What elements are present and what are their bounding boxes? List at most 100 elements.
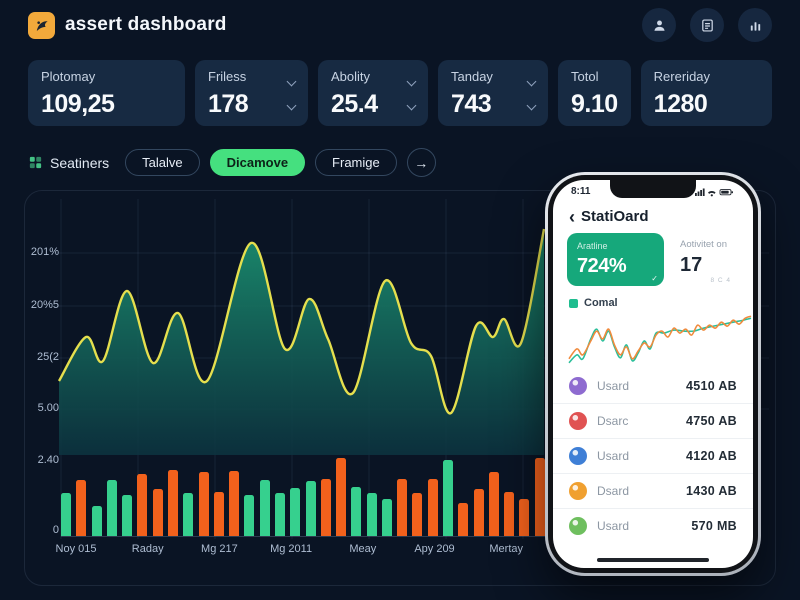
phone-bezel: 8:11 ‹ StatiOard Aratline 724% ✓	[548, 175, 758, 573]
bar	[76, 480, 87, 536]
list-item-value: 4120 AB	[686, 449, 737, 463]
bar	[381, 499, 392, 536]
stat-label: Tanday	[451, 69, 493, 84]
phone-mockup: 8:11 ‹ StatiOard Aratline 724% ✓	[545, 172, 761, 576]
y-axis-tick: 201%	[30, 246, 59, 258]
stat-label: Totol	[571, 69, 599, 84]
stat-dropdown[interactable]	[280, 69, 297, 117]
x-axis-tick: Mg 217	[201, 543, 238, 555]
app-logo-icon	[569, 447, 587, 465]
bar	[336, 458, 347, 536]
bar	[504, 492, 515, 536]
stat-card-abolity: Abolity 25.4	[318, 60, 428, 126]
phone-stat-sub: 8 C 4	[710, 277, 731, 284]
bar	[167, 470, 178, 536]
grid-icon	[29, 156, 42, 169]
chevron-down-icon[interactable]	[286, 76, 297, 86]
bar-chart-icon[interactable]	[738, 8, 772, 42]
tab-framige[interactable]: Framige	[315, 149, 397, 176]
bar	[229, 471, 240, 536]
document-icon[interactable]	[690, 8, 724, 42]
phone-title: StatiOard	[581, 208, 649, 225]
bar	[473, 489, 484, 536]
phone-legend: Comal	[553, 286, 753, 311]
chevron-down-icon[interactable]	[286, 100, 297, 110]
app-logo-icon	[569, 517, 587, 535]
user-icon[interactable]	[642, 8, 676, 42]
bar	[534, 458, 545, 536]
bar	[427, 479, 438, 536]
chevron-down-icon[interactable]	[406, 76, 417, 86]
phone-notch-icon	[610, 180, 696, 198]
green-card-label: Aratline	[577, 241, 608, 251]
green-card-value: 724%	[577, 255, 627, 277]
bar	[366, 493, 377, 536]
bar	[91, 506, 102, 536]
list-item[interactable]: Usard 4120 AB	[553, 438, 753, 473]
legend-swatch-icon	[569, 298, 578, 308]
bar	[152, 489, 163, 536]
bar	[305, 481, 316, 536]
app-logo-icon	[569, 482, 587, 500]
phone-statusbar: 8:11	[553, 180, 753, 197]
stat-value: 9.10	[571, 90, 618, 118]
bar	[137, 474, 148, 536]
page-title: assert dashboard	[65, 14, 227, 35]
app-logo-icon	[28, 11, 55, 39]
chevron-down-icon[interactable]	[526, 76, 537, 86]
back-chevron-icon[interactable]: ‹	[569, 206, 575, 227]
phone-screen: 8:11 ‹ StatiOard Aratline 724% ✓	[553, 180, 753, 568]
list-item-name: Usard	[597, 519, 630, 533]
bar	[213, 492, 224, 536]
phone-stat: Aotivitet on 17 8 C 4	[674, 233, 739, 286]
y-axis-tick: 25(2	[36, 351, 59, 363]
list-item[interactable]: Usard 4510 AB	[553, 369, 753, 403]
filter-row: Seatiners Talalve Dicamove Framige →	[0, 148, 560, 177]
bar	[106, 480, 117, 536]
status-icons	[695, 188, 733, 196]
bar	[198, 472, 209, 536]
stat-label: Friless	[208, 69, 247, 84]
stat-card-tanday: Tanday 743	[438, 60, 548, 126]
bar	[61, 493, 71, 536]
phone-time: 8:11	[571, 186, 591, 197]
y-axis-tick: 5.00	[37, 402, 59, 414]
x-axis-tick: Meay	[349, 543, 377, 555]
list-item-value: 4750 AB	[686, 414, 737, 428]
x-axis-tick: Mertay	[489, 543, 523, 555]
stat-value: 743	[451, 90, 492, 118]
bar	[259, 480, 270, 536]
x-axis-tick: Noy 015	[55, 543, 97, 555]
phone-green-card[interactable]: Aratline 724% ✓	[567, 233, 664, 286]
list-item[interactable]: Dsarc 4750 AB	[553, 403, 753, 438]
list-item[interactable]: Usard 570 MB	[553, 508, 753, 543]
phone-cards: Aratline 724% ✓ Aotivitet on 17 8 C 4	[553, 231, 753, 286]
x-axis-tick: Raday	[131, 543, 164, 555]
phone-stat-label: Aotivitet on	[680, 239, 727, 250]
chevron-down-icon[interactable]	[526, 100, 537, 110]
tab-talalve[interactable]: Talalve	[125, 149, 200, 176]
stat-dropdown[interactable]	[520, 69, 537, 117]
bar	[122, 495, 133, 536]
bar	[290, 488, 301, 536]
app-logo-icon	[569, 377, 587, 395]
home-indicator[interactable]	[597, 558, 709, 562]
tab-dicamove[interactable]: Dicamove	[209, 149, 306, 176]
phone-sparkline	[568, 315, 752, 364]
stat-card-totol: Totol 9.10	[558, 60, 631, 126]
filter-group: Seatiners	[28, 155, 109, 171]
area-chart	[57, 228, 546, 455]
stat-value: 1280	[653, 90, 708, 118]
bar	[244, 495, 255, 536]
y-axis-tick: 20%5	[30, 299, 59, 311]
phone-header: ‹ StatiOard	[553, 197, 753, 231]
app-logo-icon	[569, 412, 587, 430]
stat-dropdown[interactable]	[400, 69, 417, 117]
next-arrow-button[interactable]: →	[406, 148, 436, 177]
bar	[351, 487, 362, 536]
list-item[interactable]: Dsard 1430 AB	[553, 473, 753, 508]
header: assert dashboard	[0, 0, 800, 50]
list-item-value: 570 MB	[691, 519, 737, 533]
chevron-down-icon[interactable]	[406, 100, 417, 110]
list-item-name: Dsard	[597, 484, 630, 498]
